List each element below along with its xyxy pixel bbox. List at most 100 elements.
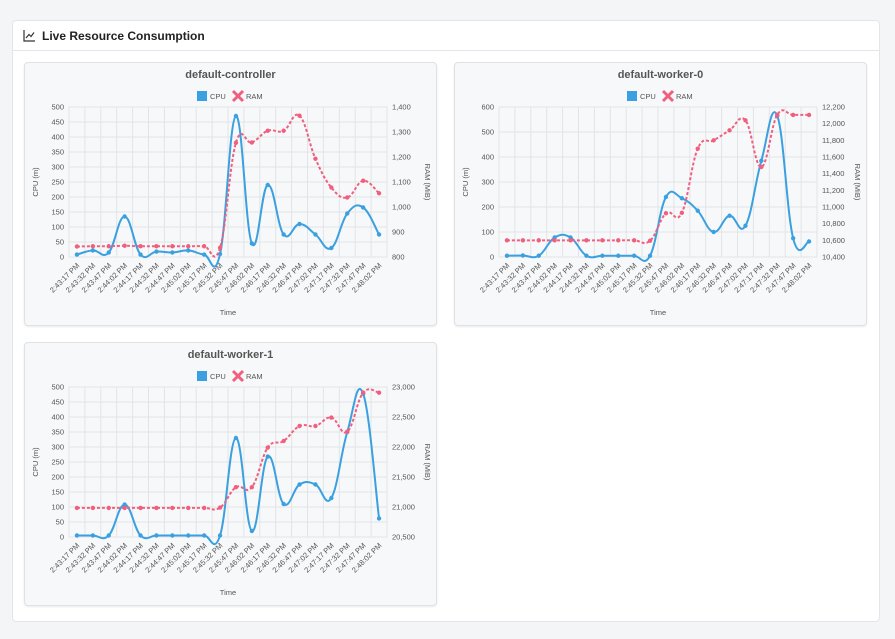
cpu-data-point bbox=[265, 454, 270, 459]
cpu-data-point bbox=[201, 533, 207, 538]
ram-data-point bbox=[568, 238, 573, 243]
y-left-tick-label: 400 bbox=[51, 133, 64, 142]
legend-cpu-label: CPU bbox=[210, 92, 226, 101]
cpu-data-point bbox=[313, 232, 318, 237]
y-right-tick-label: 12,000 bbox=[822, 119, 845, 128]
ram-data-point bbox=[154, 505, 159, 511]
cpu-data-point bbox=[170, 250, 175, 255]
cpu-data-point bbox=[217, 251, 223, 257]
ram-data-point bbox=[265, 445, 270, 450]
chart-default-worker-0: default-worker-0 CPU RAM 0 100 200 300 400 500 60… bbox=[461, 69, 862, 317]
ram-data-point bbox=[186, 505, 191, 511]
cpu-data-point bbox=[329, 245, 334, 251]
y-right-tick-label: 900 bbox=[392, 228, 405, 237]
y-left-tick-label: 400 bbox=[51, 413, 64, 422]
y-left-tick-label: 100 bbox=[51, 503, 64, 512]
ram-data-point bbox=[376, 390, 382, 395]
x-axis-title: Time bbox=[220, 308, 236, 317]
ram-data-point bbox=[376, 191, 382, 196]
y-left-tick-label: 200 bbox=[481, 203, 494, 212]
ram-data-point bbox=[631, 238, 637, 243]
y-left-tick-label: 350 bbox=[51, 428, 64, 437]
cpu-data-point bbox=[249, 528, 255, 534]
y-left-axis-title: CPU (m) bbox=[31, 167, 40, 197]
cpu-data-point bbox=[520, 253, 526, 258]
ram-data-point bbox=[186, 244, 191, 249]
ram-data-point bbox=[806, 112, 812, 118]
ram-data-point bbox=[138, 244, 143, 249]
ram-data-point bbox=[233, 140, 239, 145]
cpu-data-point bbox=[631, 253, 637, 258]
ram-data-point bbox=[233, 485, 239, 490]
ram-data-point bbox=[201, 244, 207, 249]
cpu-data-point bbox=[759, 158, 764, 163]
ram-data-point bbox=[360, 178, 366, 183]
ram-data-point bbox=[249, 140, 255, 145]
legend-ram-swatch bbox=[231, 89, 245, 103]
cpu-data-point bbox=[138, 533, 143, 538]
y-left-axis-title: CPU (m) bbox=[461, 167, 470, 197]
cpu-data-point bbox=[663, 194, 669, 200]
cpu-data-point bbox=[616, 253, 621, 258]
panel-title: Live Resource Consumption bbox=[42, 28, 205, 43]
ram-data-point bbox=[281, 438, 286, 444]
ram-data-point bbox=[74, 505, 80, 511]
y-left-tick-label: 250 bbox=[51, 458, 64, 467]
chart-title: default-controller bbox=[185, 69, 276, 81]
ram-data-point bbox=[201, 505, 207, 511]
y-right-tick-label: 1,100 bbox=[392, 178, 411, 187]
ram-data-point bbox=[122, 243, 127, 248]
cpu-data-point bbox=[679, 196, 685, 201]
ram-series-line bbox=[76, 113, 380, 258]
ram-data-point bbox=[138, 505, 143, 511]
cpu-data-point bbox=[186, 248, 191, 253]
y-right-tick-label: 10,800 bbox=[822, 219, 845, 228]
legend-cpu-swatch bbox=[627, 91, 637, 101]
cpu-data-point bbox=[376, 232, 382, 237]
cpu-data-point bbox=[376, 516, 382, 521]
ram-data-point bbox=[281, 128, 286, 133]
ram-data-point bbox=[106, 505, 111, 511]
ram-data-point bbox=[90, 244, 96, 249]
y-right-tick-label: 22,500 bbox=[392, 413, 415, 422]
y-left-tick-label: 300 bbox=[51, 163, 64, 172]
cpu-series-line bbox=[506, 111, 811, 262]
y-left-tick-label: 50 bbox=[56, 518, 64, 527]
chart-card-default-controller: default-controller CPU RAM 0 50 100 150 200 250 3… bbox=[24, 62, 437, 326]
y-left-tick-label: 500 bbox=[51, 383, 64, 392]
cpu-data-point bbox=[90, 248, 96, 253]
y-left-tick-label: 100 bbox=[481, 228, 494, 237]
cpu-data-point bbox=[186, 533, 191, 538]
ram-data-point bbox=[775, 112, 780, 118]
ram-data-point bbox=[345, 429, 350, 434]
y-right-tick-label: 11,000 bbox=[822, 203, 844, 212]
x-axis-title: Time bbox=[220, 588, 236, 597]
chart-card-default-worker-1: default-worker-1 CPU RAM 0 50 100 150 200 250 300… bbox=[24, 342, 437, 606]
panel-header: Live Resource Consumption bbox=[13, 21, 879, 51]
y-left-tick-label: 0 bbox=[60, 253, 64, 262]
cpu-data-point bbox=[217, 533, 223, 538]
cpu-data-point bbox=[329, 495, 334, 501]
ram-data-point bbox=[504, 238, 510, 243]
y-right-tick-label: 1,300 bbox=[392, 128, 411, 137]
ram-data-point bbox=[329, 185, 334, 190]
y-right-tick-label: 11,600 bbox=[822, 153, 844, 162]
y-left-axis-title: CPU (m) bbox=[31, 447, 40, 477]
y-right-tick-label: 20,500 bbox=[392, 533, 415, 542]
y-right-tick-label: 1,000 bbox=[392, 203, 411, 212]
cpu-data-point bbox=[233, 113, 239, 119]
cpu-data-point bbox=[90, 533, 96, 538]
cpu-data-point bbox=[727, 213, 732, 218]
x-axis-title: Time bbox=[650, 308, 666, 317]
cpu-data-point bbox=[584, 253, 589, 258]
y-left-tick-label: 400 bbox=[481, 153, 494, 162]
cpu-data-point bbox=[281, 501, 286, 507]
y-left-tick-label: 250 bbox=[51, 178, 64, 187]
ram-data-point bbox=[711, 138, 716, 143]
ram-data-point bbox=[313, 156, 318, 161]
cpu-data-point bbox=[138, 252, 143, 257]
y-right-tick-label: 21,500 bbox=[392, 473, 415, 482]
legend-ram-label: RAM bbox=[246, 92, 263, 101]
cpu-data-point bbox=[504, 253, 510, 258]
y-left-tick-label: 100 bbox=[51, 223, 64, 232]
